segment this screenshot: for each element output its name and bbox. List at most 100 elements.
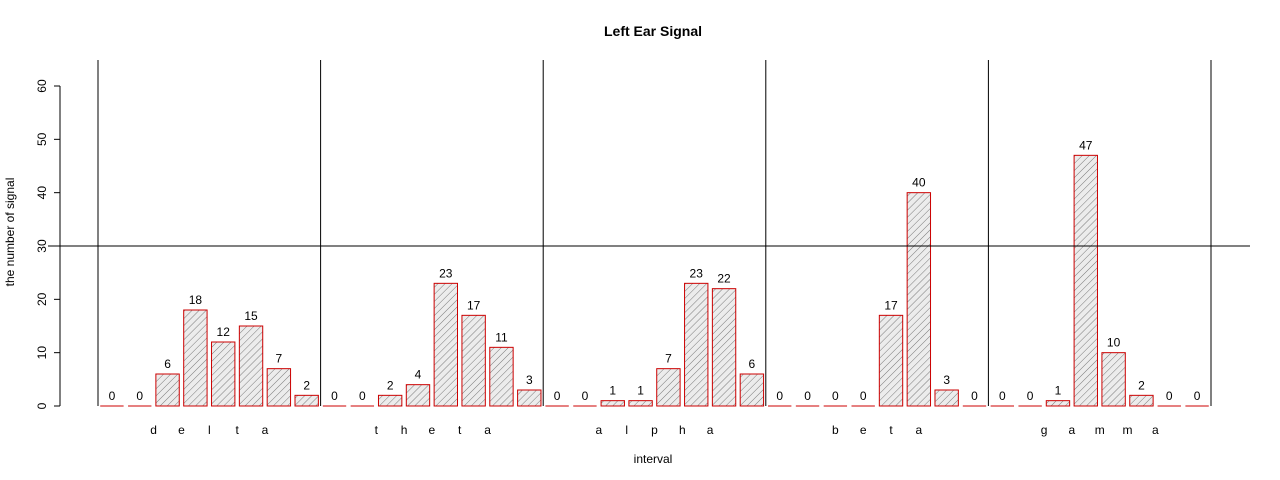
- group-letter: a: [596, 423, 603, 437]
- x-axis-label: interval: [634, 452, 673, 466]
- bar-value-label: 15: [244, 309, 258, 323]
- y-axis: 0 10 20 30 40 50 60: [35, 79, 61, 409]
- group-letter: t: [235, 423, 239, 437]
- group-letter: m: [1123, 423, 1133, 437]
- bar: [1129, 394, 1154, 407]
- bar-value-label: 2: [1138, 378, 1145, 392]
- y-axis-label: the number of signal: [3, 178, 17, 287]
- bar: [711, 288, 737, 407]
- bar-value-label: 3: [943, 373, 950, 387]
- bar-value-label: 0: [582, 389, 589, 403]
- bar-value-label: 10: [1107, 336, 1121, 350]
- group-letter: d: [150, 423, 157, 437]
- group-letter: a: [915, 423, 922, 437]
- bar: [266, 368, 292, 407]
- bar: [433, 282, 458, 407]
- group-letter: t: [889, 423, 893, 437]
- bar-value-label: 0: [359, 389, 366, 403]
- group-letter: h: [679, 423, 686, 437]
- group-letter: e: [429, 423, 436, 437]
- bar: [656, 368, 681, 407]
- bar-value-label: 1: [637, 384, 644, 398]
- group-letter: a: [484, 423, 491, 437]
- bar: [155, 373, 180, 407]
- group-letter: e: [860, 423, 867, 437]
- group-letter: m: [1095, 423, 1105, 437]
- y-tick-label: 0: [35, 402, 49, 409]
- bar-value-label: 0: [776, 389, 783, 403]
- bar: [684, 282, 709, 407]
- bar-value-label: 17: [884, 298, 898, 312]
- bar: [211, 341, 236, 407]
- bar-value-label: 18: [189, 293, 203, 307]
- group-letter: a: [1152, 423, 1159, 437]
- bar: [878, 314, 904, 407]
- bar-value-label: 0: [1027, 389, 1034, 403]
- bar-value-label: 23: [690, 266, 704, 280]
- bars: [100, 154, 1209, 407]
- bar-value-label: 3: [526, 373, 533, 387]
- bar-value-label: 0: [554, 389, 561, 403]
- chart-title: Left Ear Signal: [604, 23, 702, 39]
- bar-value-label: 12: [217, 325, 231, 339]
- bar: [183, 309, 208, 407]
- bar-value-label: 1: [609, 384, 616, 398]
- bar-value-label: 40: [912, 176, 926, 190]
- bar: [294, 394, 319, 407]
- bar-value-label: 47: [1079, 138, 1093, 152]
- y-tick-label: 30: [35, 239, 49, 253]
- bar: [238, 325, 264, 407]
- y-tick-label: 60: [35, 79, 49, 93]
- bar-value-label: 2: [387, 378, 394, 392]
- group-separators: [97, 60, 1212, 406]
- bar-value-label: 0: [331, 389, 338, 403]
- bar: [517, 389, 542, 407]
- y-tick-label: 20: [35, 292, 49, 306]
- group-letter: a: [1069, 423, 1076, 437]
- group-letter: p: [651, 423, 658, 437]
- bar-value-label: 0: [1194, 389, 1201, 403]
- bar: [600, 400, 625, 407]
- bar: [461, 314, 486, 407]
- group-letter: b: [832, 423, 839, 437]
- bar: [377, 394, 403, 407]
- bar: [934, 389, 959, 407]
- bar: [489, 346, 514, 407]
- bar-value-label: 0: [971, 389, 978, 403]
- bar-value-label: 0: [860, 389, 867, 403]
- bar-value-label: 0: [1166, 389, 1173, 403]
- group-letter: a: [707, 423, 714, 437]
- group-letter: l: [625, 423, 628, 437]
- bar-value-label: 22: [717, 272, 731, 286]
- bar: [405, 384, 431, 407]
- bar: [628, 400, 653, 407]
- bar-value-label: 0: [136, 389, 143, 403]
- group-letter: g: [1041, 423, 1048, 437]
- y-tick-label: 50: [35, 132, 49, 146]
- group-letter: h: [401, 423, 408, 437]
- group-letter: t: [375, 423, 379, 437]
- bar-value-label: 0: [999, 389, 1006, 403]
- bar: [1073, 154, 1098, 407]
- bar-value-label: 11: [495, 330, 508, 344]
- bar: [906, 192, 932, 407]
- bar-value-label: 6: [164, 357, 171, 371]
- bar: [1101, 352, 1126, 407]
- bar-value-label: 0: [109, 389, 116, 403]
- bar-value-label: 6: [749, 357, 756, 371]
- bar-value-label: 2: [303, 378, 310, 392]
- group-letter: t: [458, 423, 462, 437]
- bar: [1045, 400, 1071, 407]
- bar-value-label: 0: [804, 389, 811, 403]
- group-letter: l: [208, 423, 211, 437]
- bar-value-label: 7: [276, 352, 283, 366]
- bar-value-label: 17: [467, 298, 481, 312]
- bar: [739, 373, 765, 407]
- bar-value-label: 7: [665, 352, 672, 366]
- group-letter: e: [178, 423, 185, 437]
- bar-value-label: 1: [1055, 384, 1062, 398]
- bar-value-label: 4: [415, 368, 422, 382]
